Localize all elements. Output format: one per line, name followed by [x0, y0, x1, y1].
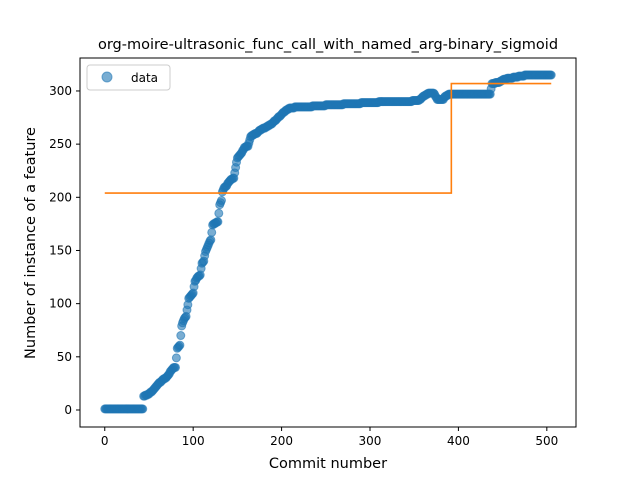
legend-marker-icon [101, 71, 113, 83]
fit-line [104, 82, 552, 194]
x-tick-label: 200 [270, 434, 293, 448]
x-axis-label: Commit number [269, 456, 387, 472]
x-tick-label: 0 [101, 434, 109, 448]
data-point [176, 331, 186, 341]
y-tick-label: 0 [64, 403, 72, 417]
legend: data [86, 64, 171, 91]
y-tick-label: 200 [49, 190, 72, 204]
data-point [206, 235, 216, 245]
data-point [214, 208, 224, 218]
plot-area: 0 100 200 300 400 500 0 50 100 150 200 250 300 [49, 57, 577, 448]
y-tick-label: 150 [49, 243, 72, 257]
y-tick-label: 300 [49, 84, 72, 98]
y-tick-label: 50 [57, 350, 72, 364]
y-tick-label: 250 [49, 137, 72, 151]
y-axis-label: Number of instance of a feature [23, 127, 39, 359]
axes-frame [79, 57, 577, 428]
chart-title: org-moire-ultrasonic_func_call_with_name… [98, 37, 558, 53]
x-tick-label: 500 [535, 434, 558, 448]
data-point [170, 362, 180, 372]
data-point [171, 353, 181, 363]
x-tick-label: 100 [182, 434, 205, 448]
data-point [213, 217, 223, 227]
y-tick-label: 100 [49, 297, 72, 311]
x-tick-label: 400 [447, 434, 470, 448]
data-point [546, 70, 556, 80]
data-point [216, 196, 226, 205]
data-point [207, 227, 217, 237]
data-point [138, 404, 148, 414]
legend-frame [86, 64, 171, 91]
data-point [175, 340, 185, 350]
legend-label: data [131, 71, 158, 85]
x-tick-label: 300 [359, 434, 382, 448]
